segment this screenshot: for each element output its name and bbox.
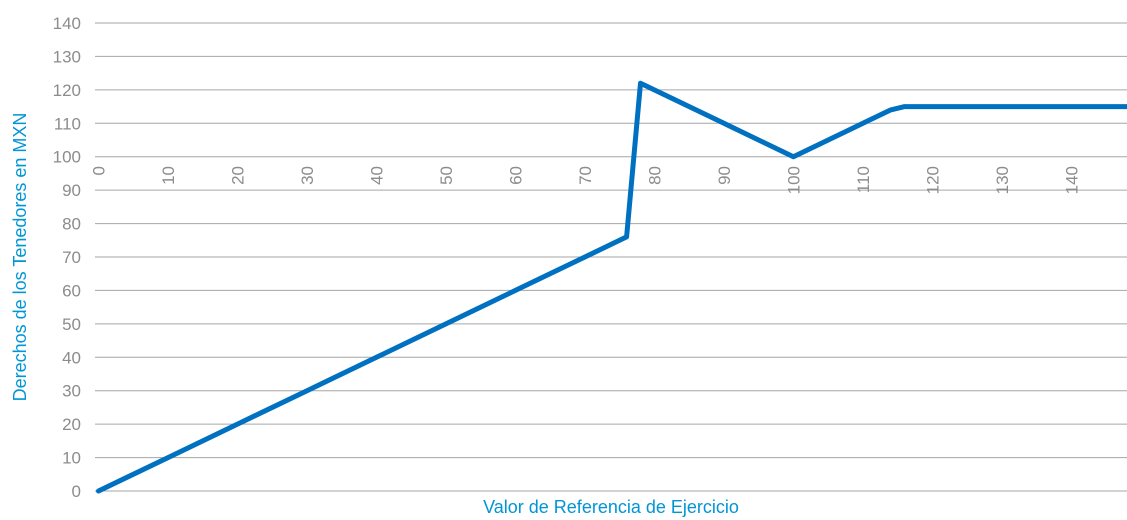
y-tick-label: 0 bbox=[72, 482, 81, 501]
y-tick-label: 80 bbox=[62, 215, 81, 234]
y-tick-label: 140 bbox=[53, 14, 81, 33]
x-tick-label: 80 bbox=[645, 166, 664, 185]
series-line bbox=[96, 80, 1127, 494]
x-tick-label: 120 bbox=[923, 166, 942, 194]
x-tick-label: 110 bbox=[854, 166, 873, 193]
x-tick-label: 140 bbox=[1062, 166, 1081, 194]
y-tick-label: 130 bbox=[53, 47, 81, 66]
y-tick-label: 100 bbox=[53, 148, 81, 167]
y-tick-labels: 0 10 20 30 40 50 60 70 80 90 100 110 120 130 140 bbox=[53, 14, 81, 501]
y-axis-title: Derechos de los Tenedores en MXN bbox=[10, 113, 30, 402]
x-tick-label: 30 bbox=[298, 166, 317, 185]
x-tick-labels: 0 10 20 30 40 50 60 70 80 90 100 110 120 130 140 bbox=[89, 166, 1081, 194]
x-tick-label: 10 bbox=[159, 166, 178, 185]
y-tick-label: 110 bbox=[54, 114, 81, 133]
y-tick-label: 120 bbox=[53, 81, 81, 100]
x-tick-label: 90 bbox=[715, 166, 734, 185]
y-tick-label: 70 bbox=[62, 248, 81, 267]
x-tick-label: 100 bbox=[784, 166, 803, 194]
y-tick-label: 20 bbox=[62, 415, 81, 434]
x-tick-label: 0 bbox=[89, 166, 108, 175]
x-tick-label: 20 bbox=[228, 166, 247, 185]
x-axis-title: Valor de Referencia de Ejercicio bbox=[483, 497, 739, 517]
x-tick-label: 40 bbox=[367, 166, 386, 185]
x-tick-label: 70 bbox=[576, 166, 595, 185]
y-tick-label: 90 bbox=[62, 181, 81, 200]
x-tick-label: 60 bbox=[506, 166, 525, 185]
y-tick-label: 30 bbox=[62, 382, 81, 401]
x-tick-label: 50 bbox=[437, 166, 456, 185]
x-tick-label: 130 bbox=[993, 166, 1012, 194]
y-tick-label: 60 bbox=[62, 281, 81, 300]
y-tick-label: 10 bbox=[62, 449, 81, 468]
y-tick-label: 40 bbox=[62, 348, 81, 367]
gridlines bbox=[95, 22, 1127, 492]
series-group bbox=[96, 80, 1127, 494]
y-tick-label: 50 bbox=[62, 315, 81, 334]
